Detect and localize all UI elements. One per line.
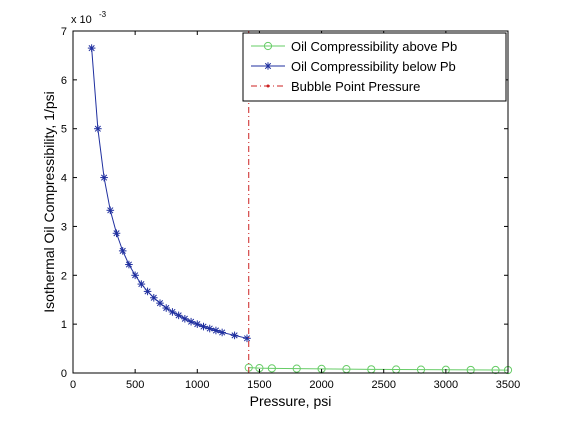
- series-1-point-21: [218, 328, 226, 337]
- x-tick-label-1: 500: [126, 379, 144, 391]
- series-0-line: [248, 367, 509, 371]
- x-tick-label-7: 3500: [496, 379, 520, 391]
- legend: Oil Compressibility above Pb Oil Compress…: [242, 32, 507, 102]
- legend-marker-2: [266, 84, 270, 88]
- series-1-point-13: [168, 308, 177, 316]
- legend-label-2: Bubble Point Pressure: [291, 79, 420, 94]
- y-tick-label-3: 3: [61, 221, 67, 233]
- x-tick-label-6: 3000: [434, 379, 458, 391]
- series-1-point-10: [149, 293, 158, 302]
- legend-marker-1: [264, 62, 272, 70]
- series-0-point-2: [267, 364, 276, 373]
- series-1-point-7: [131, 271, 139, 280]
- x-tick-label-2: 1000: [185, 379, 209, 391]
- series-1-point-0: [87, 44, 96, 52]
- y-tick-label-5: 5: [61, 124, 67, 136]
- x-tick-label-5: 2500: [371, 379, 395, 391]
- series-1-point-14: [174, 311, 183, 320]
- series-1-point-5: [118, 247, 127, 255]
- series-1-point-17: [193, 320, 202, 328]
- series-1-point-11: [156, 299, 164, 307]
- legend-label-1: Oil Compressibility below Pb: [291, 59, 456, 74]
- y-tick-label-1: 1: [61, 319, 67, 331]
- y-axis-exponent-label: x 10: [71, 14, 92, 26]
- series-1-point-8: [137, 280, 146, 288]
- series-0-point-3: [292, 364, 301, 373]
- series-1-point-15: [181, 314, 189, 323]
- x-tick-label-4: 2000: [309, 379, 333, 391]
- x-axis-label: Pressure, psi: [250, 393, 332, 409]
- series-1-point-1: [94, 124, 102, 133]
- series-1-point-20: [212, 326, 220, 335]
- series-0-point-11: [491, 365, 500, 375]
- series-1-point-18: [199, 322, 208, 331]
- series-1-point-4: [112, 229, 121, 238]
- series-1-point-22: [230, 331, 239, 340]
- series-1-point-16: [187, 317, 195, 326]
- y-tick-label-7: 7: [61, 26, 67, 38]
- legend-label-0: Oil Compressibility above Pb: [291, 39, 457, 54]
- series-1-point-6: [125, 260, 133, 269]
- y-tick-label-6: 6: [61, 75, 67, 87]
- series-1-point-19: [205, 324, 214, 333]
- axes-box: [72, 30, 509, 374]
- series-0-point-10: [466, 365, 475, 375]
- y-axis-label: Isothermal Oil Compressibility, 1/psi: [41, 91, 57, 312]
- legend-box: [242, 32, 507, 102]
- y-tick-label-0: 0: [61, 368, 67, 380]
- y-axis-exponent-power: -3: [99, 10, 107, 19]
- series-1-point-23: [243, 334, 251, 343]
- series-1: [87, 44, 251, 343]
- series-1-point-2: [100, 173, 108, 182]
- series-1-point-3: [106, 206, 115, 215]
- x-tick-label-3: 1500: [247, 379, 271, 391]
- series-1-point-9: [143, 287, 152, 296]
- series-1-point-12: [162, 304, 171, 312]
- legend-marker-0: [263, 41, 273, 51]
- y-tick-label-2: 2: [61, 270, 67, 282]
- x-tick-label-0: 0: [70, 379, 76, 391]
- y-tick-label-4: 4: [61, 173, 67, 185]
